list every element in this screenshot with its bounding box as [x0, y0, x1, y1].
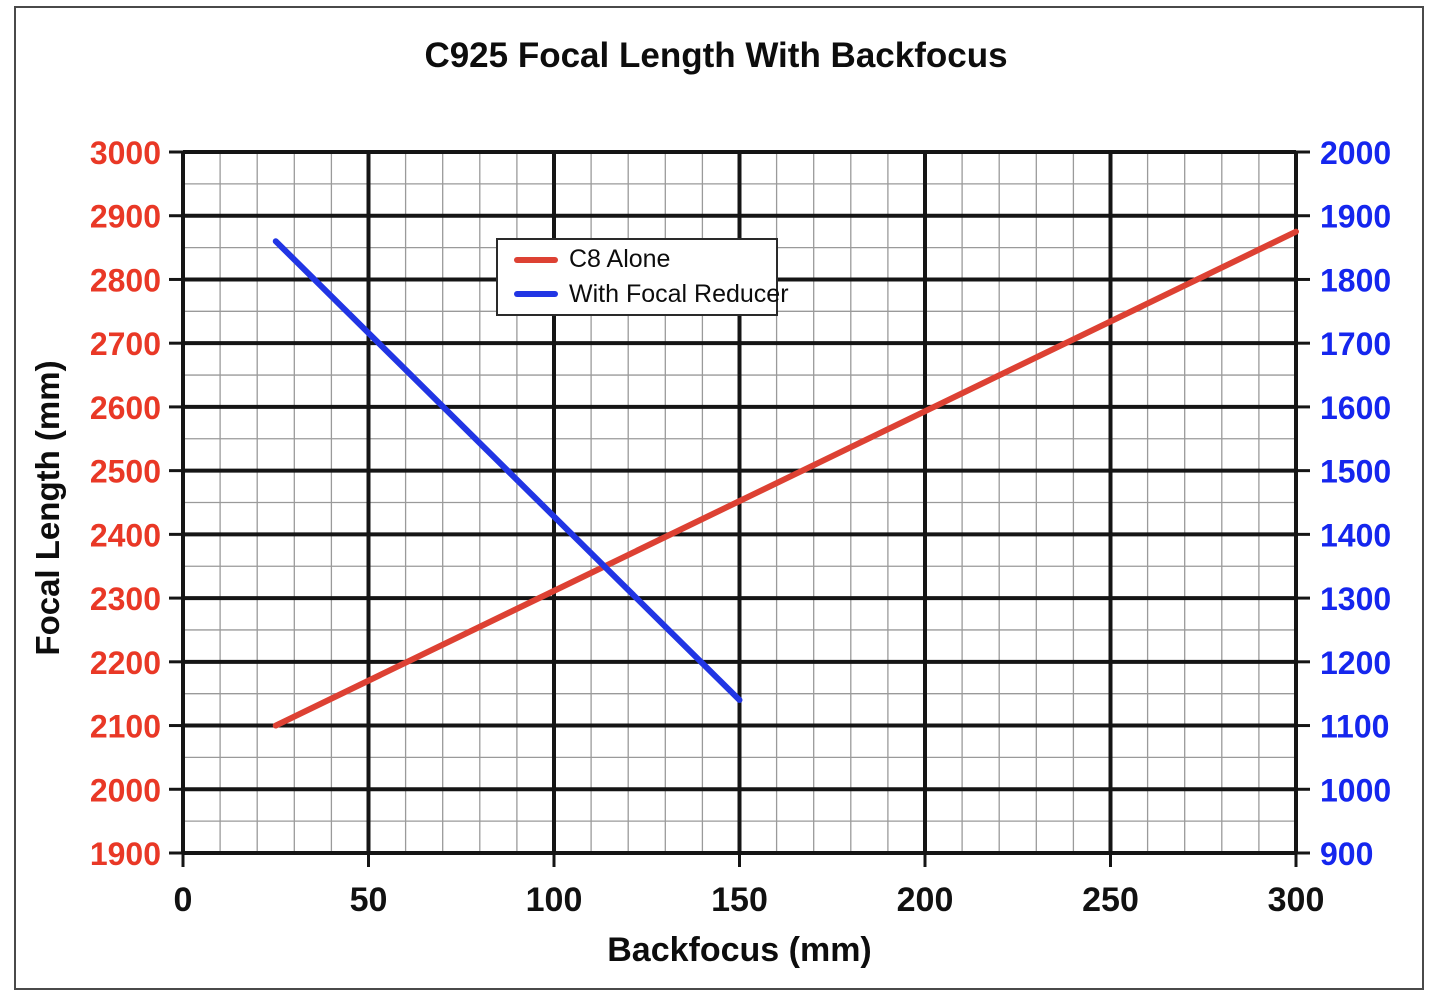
y-right-tick-label: 1900 [1320, 199, 1391, 235]
legend-line-sample-blue [514, 291, 558, 298]
y-left-tick-label: 2600 [90, 390, 161, 426]
y-left-tick-labels: 3000 2900 2800 2700 2600 2500 2400 2300 2200 2100… [90, 135, 161, 872]
y-right-tick-label: 1200 [1320, 645, 1391, 681]
series-line-c8-alone [272, 228, 1299, 729]
legend: C8 Alone With Focal Reducer [496, 238, 789, 316]
chart-title: C925 Focal Length With Backfocus [424, 36, 1008, 75]
legend-label-focal-reducer: With Focal Reducer [569, 279, 789, 308]
y-left-tick-label: 2300 [90, 581, 161, 617]
y-right-tick-label: 1000 [1320, 772, 1391, 808]
x-tick-label: 250 [1082, 881, 1139, 919]
y-right-tick-label: 2000 [1320, 135, 1391, 171]
y-right-tick-label: 1300 [1320, 581, 1391, 617]
y-right-tick-label: 1700 [1320, 326, 1391, 362]
y-right-tick-label: 900 [1320, 836, 1373, 872]
y-left-tick-label: 2500 [90, 454, 161, 490]
y-left-tick-label: 2800 [90, 262, 161, 298]
x-tick-label: 200 [897, 881, 954, 919]
legend-label-c8-alone: C8 Alone [569, 245, 671, 274]
y-left-tick-label: 2400 [90, 517, 161, 553]
x-tick-label: 300 [1268, 881, 1325, 919]
x-tick-label: 0 [174, 881, 193, 919]
series-line-focal-reducer [272, 238, 743, 704]
major-gridlines [181, 150, 1298, 855]
y-right-tick-label: 1500 [1320, 454, 1391, 490]
y-left-tick-label: 2100 [90, 709, 161, 745]
axis-ticks [169, 150, 1310, 867]
y-left-tick-label: 3000 [90, 135, 161, 171]
y-left-tick-label: 2000 [90, 772, 161, 808]
x-axis-title: Backfocus (mm) [607, 931, 872, 969]
legend-line-sample-red [514, 256, 558, 263]
x-tick-label: 150 [711, 881, 768, 919]
y-left-tick-label: 2700 [90, 326, 161, 362]
y-right-tick-labels: 2000 1900 1800 1700 1600 1500 1400 1300 1200 1100… [1320, 135, 1391, 872]
y-right-tick-label: 1400 [1320, 517, 1391, 553]
x-tick-label: 50 [350, 881, 388, 919]
legend-item-c8-alone: C8 Alone [514, 245, 776, 274]
legend-item-focal-reducer: With Focal Reducer [514, 280, 789, 309]
y-right-tick-label: 1600 [1320, 390, 1391, 426]
y-left-tick-label: 2200 [90, 645, 161, 681]
x-tick-labels: 0 50 100 150 200 250 300 [174, 881, 1325, 919]
chart-frame [14, 6, 1424, 990]
y-left-tick-label: 1900 [90, 836, 161, 872]
x-tick-label: 100 [526, 881, 583, 919]
y-right-tick-label: 1100 [1320, 709, 1389, 745]
y-left-tick-label: 2900 [90, 199, 161, 235]
y-right-tick-label: 1800 [1320, 262, 1391, 298]
